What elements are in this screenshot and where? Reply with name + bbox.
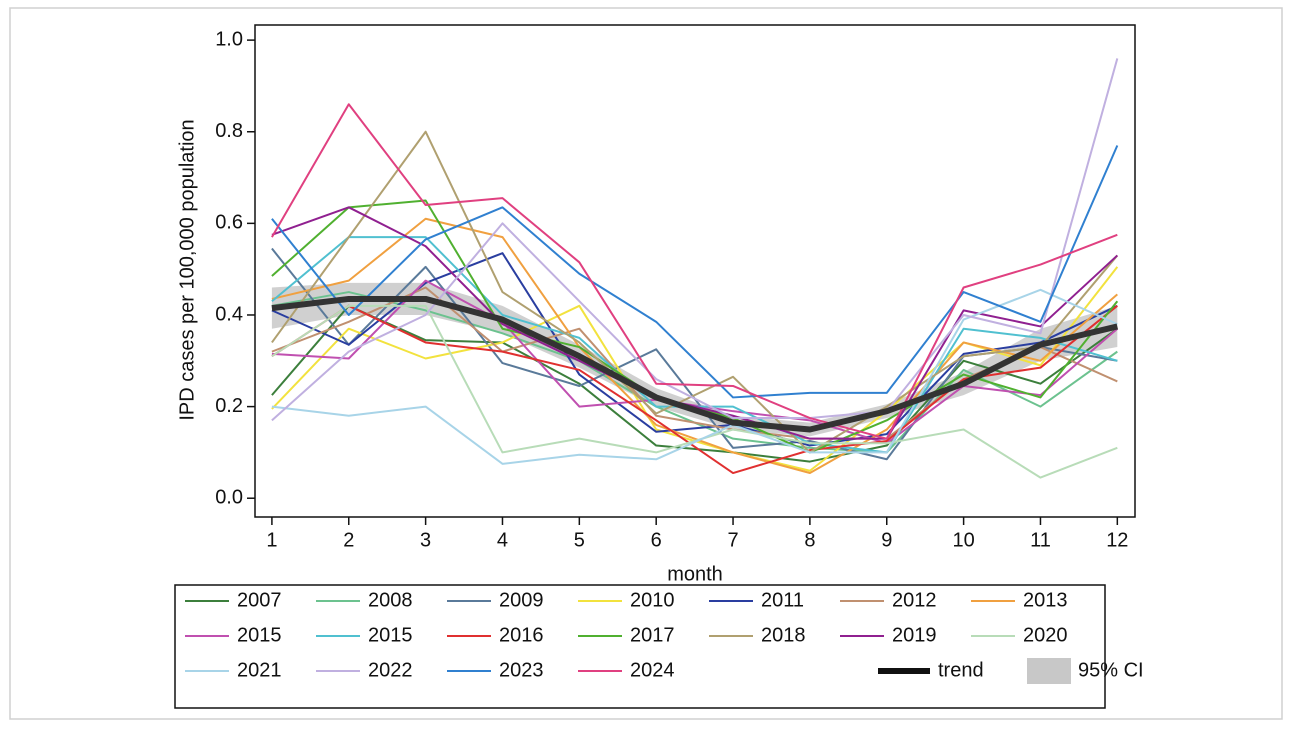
legend-label: 2023 bbox=[499, 659, 544, 681]
legend-label: 2013 bbox=[1023, 589, 1068, 611]
legend-label: 2015 bbox=[368, 624, 413, 646]
x-tick-label: 7 bbox=[727, 529, 738, 551]
y-tick-label: 0.6 bbox=[215, 212, 243, 234]
x-tick-label: 1 bbox=[266, 529, 277, 551]
legend-label: 2012 bbox=[892, 589, 937, 611]
ci-band bbox=[271, 282, 1118, 437]
legend-label: 2015 bbox=[237, 624, 282, 646]
series-line bbox=[271, 279, 1118, 445]
x-tick-label: 6 bbox=[651, 529, 662, 551]
y-tick-label: 0.2 bbox=[215, 395, 243, 417]
series-line bbox=[271, 58, 1119, 422]
legend-label: 2020 bbox=[1023, 624, 1068, 646]
legend-label: 2021 bbox=[237, 659, 282, 681]
series-line bbox=[271, 130, 1119, 454]
legend-box bbox=[174, 584, 1106, 709]
y-tick-label: 0.4 bbox=[215, 303, 243, 325]
x-tick-label: 4 bbox=[497, 529, 508, 551]
series-line bbox=[271, 288, 1118, 465]
series-line bbox=[271, 103, 1118, 440]
y-tick-label: 1.0 bbox=[215, 28, 243, 50]
series-line bbox=[271, 304, 1118, 479]
series-line bbox=[271, 217, 1118, 475]
series-line bbox=[271, 304, 1118, 463]
legend-label: 2016 bbox=[499, 624, 544, 646]
trend-line bbox=[271, 295, 1119, 433]
legend-label: 2024 bbox=[630, 659, 675, 681]
legend-label: 2009 bbox=[499, 589, 544, 611]
legend-label: 2007 bbox=[237, 589, 282, 611]
plot-border bbox=[254, 24, 1136, 518]
legend-label: 2018 bbox=[761, 624, 806, 646]
x-tick-label: 3 bbox=[420, 529, 431, 551]
y-tick-label: 0.0 bbox=[215, 486, 243, 508]
legend-label: trend bbox=[938, 659, 984, 681]
legend-swatch bbox=[1027, 658, 1071, 684]
x-tick-label: 12 bbox=[1106, 529, 1128, 551]
legend-label: 2022 bbox=[368, 659, 413, 681]
legend-label: 2010 bbox=[630, 589, 675, 611]
legend-label: 2011 bbox=[761, 589, 804, 611]
legend-label: 2019 bbox=[892, 624, 937, 646]
y-tick-label: 0.8 bbox=[215, 120, 243, 142]
x-axis-label: month bbox=[667, 563, 723, 585]
x-tick-label: 2 bbox=[343, 529, 354, 551]
x-tick-label: 11 bbox=[1030, 529, 1051, 551]
y-axis-label: IPD cases per 100,000 population bbox=[176, 119, 198, 420]
x-tick-label: 8 bbox=[804, 529, 815, 551]
series-line bbox=[271, 236, 1118, 454]
x-tick-label: 10 bbox=[952, 529, 974, 551]
frame bbox=[9, 7, 1283, 720]
x-tick-label: 9 bbox=[881, 529, 892, 551]
legend-label: 95% CI bbox=[1078, 659, 1144, 681]
series-line bbox=[271, 206, 1118, 440]
series-line bbox=[271, 145, 1119, 399]
legend-label: 2008 bbox=[368, 589, 413, 611]
x-tick-label: 5 bbox=[574, 529, 585, 551]
legend-label: 2017 bbox=[630, 624, 675, 646]
